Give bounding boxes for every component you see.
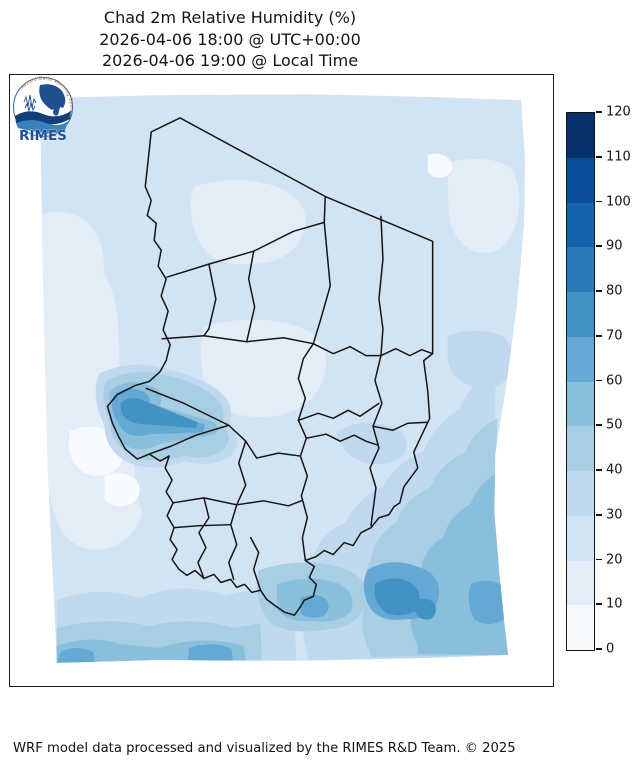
colorbar-tick — [596, 334, 602, 337]
region-boundary — [235, 440, 247, 506]
colorbar-tick — [596, 648, 602, 650]
lightest-patch-b — [104, 473, 140, 507]
colorbar-segment — [567, 336, 594, 382]
colorbar-tick-label: 10 — [606, 596, 623, 612]
colorbar-segment — [567, 157, 594, 203]
colorbar-tick — [596, 603, 602, 606]
light-patch-northeast — [447, 158, 520, 253]
footer-credit: WRF model data processed and visualized … — [13, 741, 516, 756]
lightest-patch-c — [427, 153, 453, 178]
rimes-logo: Hazard Early Warning System RIMES — [13, 76, 74, 144]
region-boundary — [245, 250, 256, 343]
region-boundary — [197, 497, 210, 580]
logo-figure — [53, 104, 60, 116]
colorbar-segment — [567, 113, 594, 158]
colorbar-tick — [596, 245, 602, 248]
contour-60-southcenter — [300, 595, 329, 618]
region-boundary — [305, 433, 379, 446]
contour-70-southeast-a — [374, 578, 420, 616]
region-boundary — [148, 424, 230, 455]
region-boundary — [172, 497, 303, 507]
admin-boundaries — [106, 117, 434, 616]
colorbar-segment — [567, 426, 594, 471]
title-line-2: 2026-04-06 18:00 @ UTC+00:00 — [99, 29, 361, 49]
region-boundary — [378, 215, 384, 357]
title-line-1: Chad 2m Relative Humidity (%) — [103, 8, 357, 27]
contour-60-southeast-b — [468, 580, 510, 625]
region-boundary — [249, 536, 262, 592]
colorbar-segment — [567, 560, 594, 606]
colorbar-tick-label: 40 — [606, 462, 623, 478]
contour-60-bottom-b — [188, 644, 233, 661]
colorbar-tick-label: 100 — [606, 194, 631, 209]
colorbar-tick-label: 90 — [606, 238, 623, 254]
colorbar-tick — [596, 200, 602, 203]
colorbar-tick-label: 20 — [606, 552, 623, 567]
logo-waveform-icon — [23, 94, 37, 113]
contour-60-bottom-a — [56, 648, 95, 663]
humidity-field — [39, 94, 526, 663]
colorbar-tick — [596, 558, 602, 561]
region-boundary — [145, 387, 247, 442]
country-outline — [106, 117, 434, 616]
title-line-3: 2026-04-06 19:00 @ Local Time — [101, 51, 359, 70]
colorbar-segment — [567, 247, 594, 292]
region-boundary — [312, 195, 331, 345]
colorbar-tick — [596, 424, 602, 427]
light-patch-center — [200, 319, 327, 418]
colorbar-tick — [596, 513, 602, 516]
region-boundary — [297, 342, 315, 380]
colorbar-tick-label: 60 — [606, 373, 623, 388]
light-patch-north-central — [190, 179, 306, 265]
colorbar-tick — [596, 155, 602, 158]
colorbar-tick-label: 70 — [606, 328, 623, 344]
colorbar-segment — [567, 605, 594, 650]
colorbar-tick — [596, 469, 602, 471]
logo-wave-mid — [16, 120, 68, 134]
colorbar-segments — [566, 112, 595, 651]
colorbar: 0 10 20 30 40 50 60 70 80 90 100 110 120 — [566, 105, 638, 657]
region-boundary — [372, 421, 429, 431]
logo-landmass — [39, 84, 66, 110]
colorbar-tick — [596, 111, 602, 113]
contour-70-lake — [120, 397, 198, 429]
chad-humidity-map — [39, 94, 526, 663]
region-boundary — [297, 377, 309, 562]
colorbar-tick-label: 110 — [606, 149, 631, 165]
figure-title: Chad 2m Relative Humidity (%) 2026-04-06… — [0, 7, 460, 72]
colorbar-segment — [567, 471, 594, 516]
colorbar-tick-label: 0 — [606, 641, 615, 657]
map-panel: Hazard Early Warning System RIMES — [9, 74, 554, 687]
region-boundary — [297, 402, 380, 422]
region-boundary — [173, 523, 232, 529]
colorbar-tick-label: 50 — [606, 417, 623, 433]
colorbar-tick — [596, 379, 602, 382]
contour-70-southeast-b — [414, 598, 436, 620]
region-boundary — [203, 263, 217, 337]
contour-30-east — [447, 330, 514, 389]
colorbar-segment — [567, 515, 594, 561]
colorbar-segment — [567, 381, 594, 427]
region-boundary — [369, 354, 383, 527]
colorbar-tick-label: 30 — [606, 507, 623, 523]
region-boundary — [244, 440, 302, 459]
logo-wordmark: RIMES — [19, 128, 67, 144]
colorbar-tick-label: 120 — [606, 104, 631, 120]
colorbar-tick — [596, 290, 602, 292]
colorbar-segment — [567, 202, 594, 248]
region-boundary — [228, 504, 238, 581]
colorbar-segment — [567, 292, 594, 337]
colorbar-tick-label: 80 — [606, 283, 623, 299]
